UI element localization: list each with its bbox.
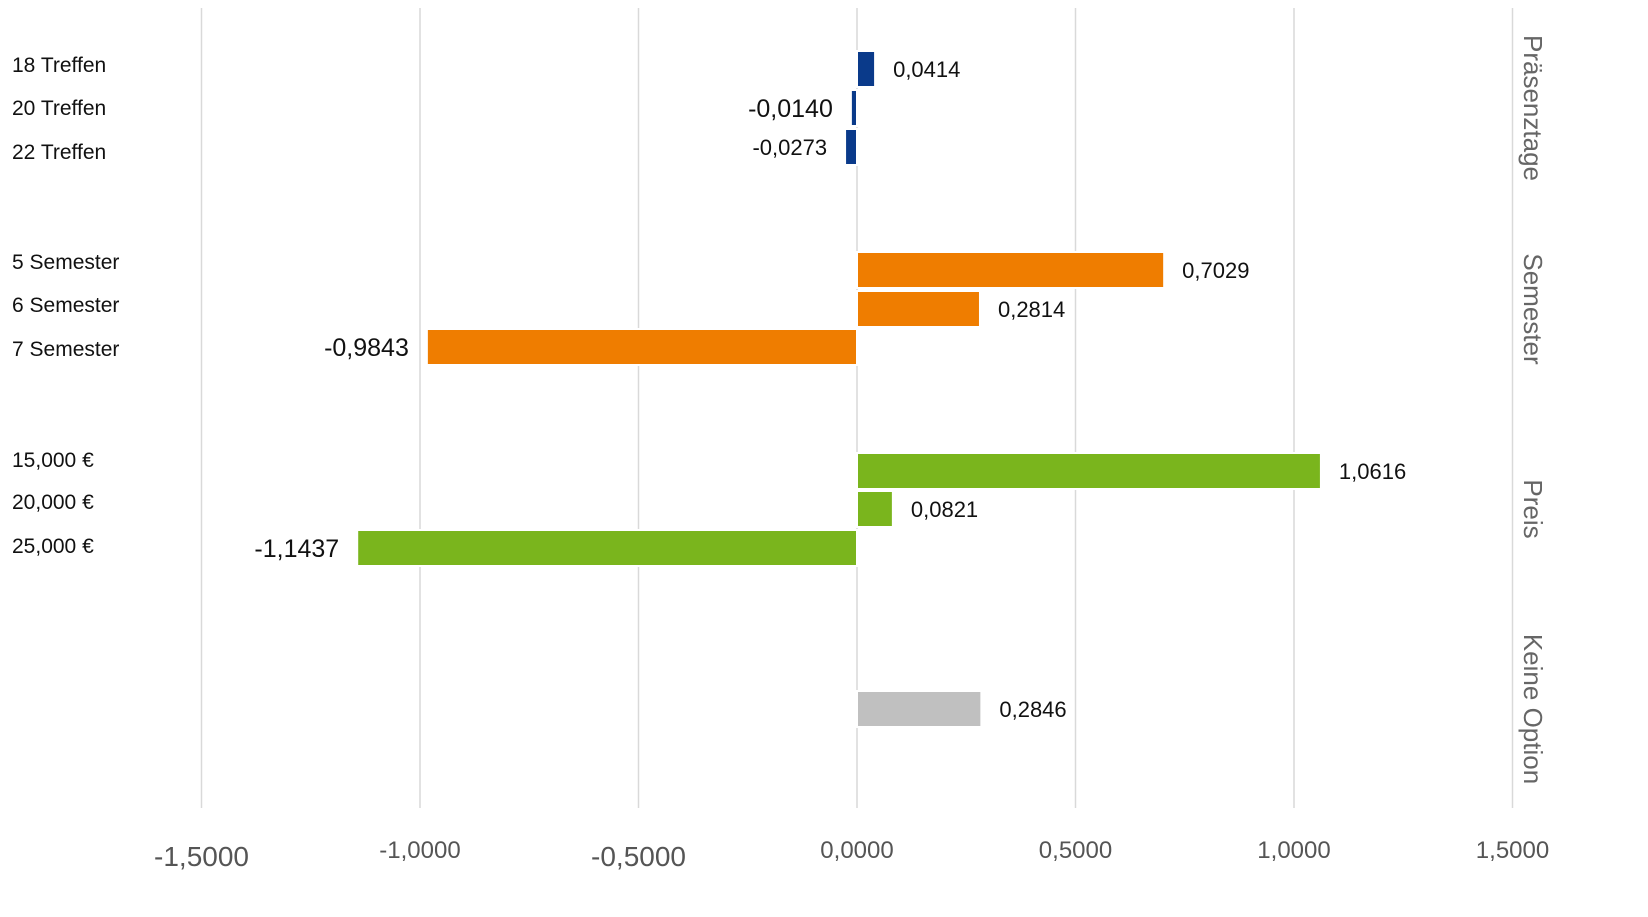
data-label: 0,0414: [893, 57, 960, 82]
x-tick-label: 1,5000: [1476, 837, 1549, 864]
x-tick-label: 1,0000: [1257, 837, 1330, 864]
labels: -1,5000 -1,0000 -0,5000 0,0000 0,5000 1,0000 1…: [12, 35, 1549, 872]
bar: [856, 690, 983, 728]
group-label: Keine Option: [1518, 634, 1548, 784]
data-label: 0,7029: [1182, 258, 1249, 283]
x-tick-label: -0,5000: [591, 841, 686, 872]
x-tick-label: 0,5000: [1039, 837, 1112, 864]
data-label: -0,0273: [752, 135, 827, 160]
data-label: 0,2846: [999, 697, 1066, 722]
bar: [856, 251, 1166, 289]
bar: [356, 529, 858, 567]
y-category-label: 6 Semester: [12, 294, 119, 317]
y-category-label: 18 Treffen: [12, 54, 106, 77]
bars: [356, 50, 1322, 728]
bar: [849, 89, 859, 127]
y-category-label: 20 Treffen: [12, 97, 106, 120]
y-category-label: 22 Treffen: [12, 141, 106, 164]
y-category-label: 15,000 €: [12, 449, 94, 472]
data-label: -0,0140: [748, 95, 833, 123]
bar: [425, 328, 858, 366]
bar: [844, 128, 858, 166]
x-tick-label: -1,5000: [154, 841, 249, 872]
y-category-label: 7 Semester: [12, 338, 119, 361]
group-label: Präsenztage: [1518, 35, 1548, 181]
data-label: 0,0821: [911, 497, 978, 522]
group-label: Semester: [1518, 253, 1548, 365]
bar: [856, 290, 981, 328]
y-category-label: 5 Semester: [12, 251, 119, 274]
x-tick-label: 0,0000: [820, 837, 893, 864]
group-label: Preis: [1518, 479, 1548, 538]
data-label: 0,2814: [998, 297, 1065, 322]
y-category-label: 25,000 €: [12, 535, 94, 558]
data-label: -0,9843: [324, 334, 409, 362]
bar: [856, 452, 1322, 490]
y-category-label: 20,000 €: [12, 491, 94, 514]
data-label: -1,1437: [254, 535, 339, 563]
data-label: 1,0616: [1339, 459, 1406, 484]
x-tick-label: -1,0000: [379, 837, 460, 864]
bar: [856, 490, 894, 528]
bar: [856, 50, 877, 88]
